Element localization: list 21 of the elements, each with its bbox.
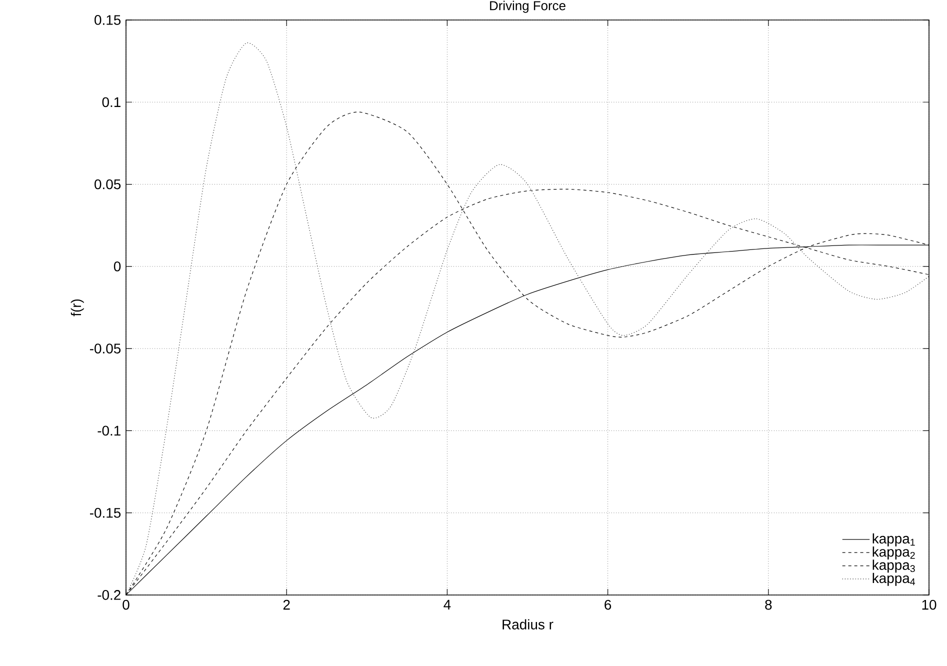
y-tick-label: 0.1 [102,97,120,108]
legend-label: kappa$_{3}$ [872,560,915,573]
legend-label: kappa$_{2}$ [872,546,915,560]
legend-label: kappa$_{1}$ [872,533,915,546]
x-tick-label: 0 [122,600,130,610]
y-tick-label: -0.2 [98,590,120,600]
chart-title: Driving Force [490,0,566,13]
x-tick-label: 10 [922,600,936,610]
x-tick-label: 2 [283,600,290,610]
x-tick-label: 8 [765,600,772,610]
y-tick-label: -0.15 [90,508,121,518]
legend-label: kappa$_{4}$ [872,572,916,586]
x-axis-title: Radius r [502,619,554,630]
x-tick-label: 4 [444,600,451,610]
y-tick-label: 0.05 [94,179,121,190]
x-tick-label: 6 [604,600,612,610]
y-tick-label: 0 [114,261,121,272]
y-tick-label: -0.1 [98,426,120,436]
y-axis-title: f(r) [70,299,84,316]
y-tick-label: -0.05 [90,344,121,354]
y-tick-label: 0.15 [94,15,121,25]
